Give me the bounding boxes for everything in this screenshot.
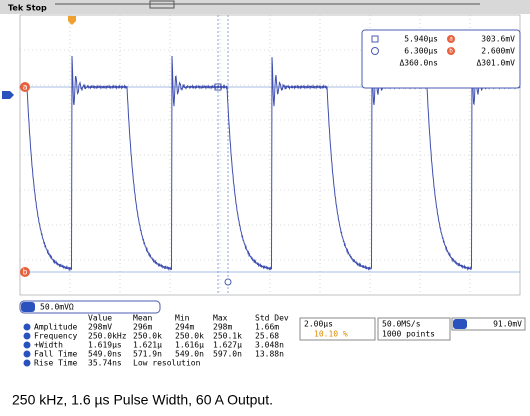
trigger-level: 91.0mV xyxy=(493,320,522,329)
marker-b-label: b xyxy=(23,268,28,277)
row-label: Rise Time xyxy=(34,359,78,368)
cursor-t1: 5.940µs xyxy=(404,35,438,44)
cursor-dt: Δ360.0ns xyxy=(399,59,438,68)
caption: 250 kHz, 1.6 µs Pulse Width, 60 A Output… xyxy=(12,392,273,408)
marker-a xyxy=(20,82,30,92)
cell: 250.0k xyxy=(133,332,162,341)
icon-b xyxy=(447,47,455,55)
sample-rate: 50.0MS/s xyxy=(382,320,421,329)
cell: Low resolution xyxy=(133,359,201,368)
cell: 35.74ns xyxy=(88,359,122,368)
cell: 13.88n xyxy=(255,350,284,359)
row-label: Amplitude xyxy=(34,323,78,332)
icon-square xyxy=(371,35,379,43)
row-icon xyxy=(23,341,31,349)
cell: 250.1k xyxy=(213,332,242,341)
waveform xyxy=(19,55,521,272)
cell: 571.9n xyxy=(133,350,162,359)
cell: 1.619µs xyxy=(88,341,122,350)
icon-a xyxy=(447,35,455,43)
cell: 250.0kHz xyxy=(88,332,127,341)
cell: 597.0n xyxy=(213,350,242,359)
trigger-box xyxy=(451,317,526,331)
column-header: Mean xyxy=(133,314,152,323)
cursor-v1: 303.6mV xyxy=(481,35,515,44)
row-icon xyxy=(23,350,31,358)
cursor-dv: Δ301.0mV xyxy=(476,59,515,68)
cursor-circle xyxy=(224,278,232,286)
cell: 296m xyxy=(133,323,152,332)
acquisition-box xyxy=(377,317,451,341)
marker-b xyxy=(20,267,30,277)
trigger-source xyxy=(453,319,467,329)
row-label: +Width xyxy=(34,341,63,350)
timebase-scale: 2.00µs xyxy=(304,320,333,329)
ground-marker xyxy=(2,91,14,99)
cell: 298m xyxy=(213,323,232,332)
channel-tag xyxy=(21,302,35,312)
cell: 25.68 xyxy=(255,332,279,341)
measurement-table: Value Mean Min Max Std Dev Amplitude 298mV 296m… xyxy=(23,314,289,368)
cursor-v2: 2.600mV xyxy=(481,47,515,56)
cell: 549.0ns xyxy=(88,350,122,359)
timebase-box xyxy=(299,317,376,341)
row-label: Frequency xyxy=(34,332,78,341)
cell: 250.0k xyxy=(175,332,204,341)
marker-a-label: a xyxy=(23,83,28,92)
timebase-position: 10.10 % xyxy=(314,330,348,339)
column-header: Value xyxy=(88,314,112,323)
cursor-t2: 6.300µs xyxy=(404,47,438,56)
row-label: Fall Time xyxy=(34,350,78,359)
trigger-position xyxy=(68,16,76,25)
record-length: 1000 points xyxy=(382,330,435,339)
cell: 294m xyxy=(175,323,194,332)
channel-scale: 50.0mVΩ xyxy=(40,303,74,312)
cell: 1.616µ xyxy=(175,341,204,350)
cell: 3.048n xyxy=(255,341,284,350)
icon-a-label: a xyxy=(449,36,453,43)
cell: 298mV xyxy=(88,323,112,332)
record-window xyxy=(149,0,175,9)
column-header: Std Dev xyxy=(255,314,289,323)
row-icon xyxy=(23,323,31,331)
cell: 1.66m xyxy=(255,323,279,332)
cell: 549.0n xyxy=(175,350,204,359)
row-icon xyxy=(23,359,31,367)
top-bar xyxy=(0,0,530,14)
status: Tek Stop xyxy=(8,4,47,13)
column-header: Min xyxy=(175,314,190,323)
icon-circle xyxy=(371,47,379,55)
channel-box xyxy=(19,300,161,314)
icon-b-label: b xyxy=(449,48,453,55)
column-header: Max xyxy=(213,314,228,323)
cursor-readout xyxy=(361,29,521,89)
cell: 1.621µ xyxy=(133,341,162,350)
cell: 1.627µ xyxy=(213,341,242,350)
row-icon xyxy=(23,332,31,340)
